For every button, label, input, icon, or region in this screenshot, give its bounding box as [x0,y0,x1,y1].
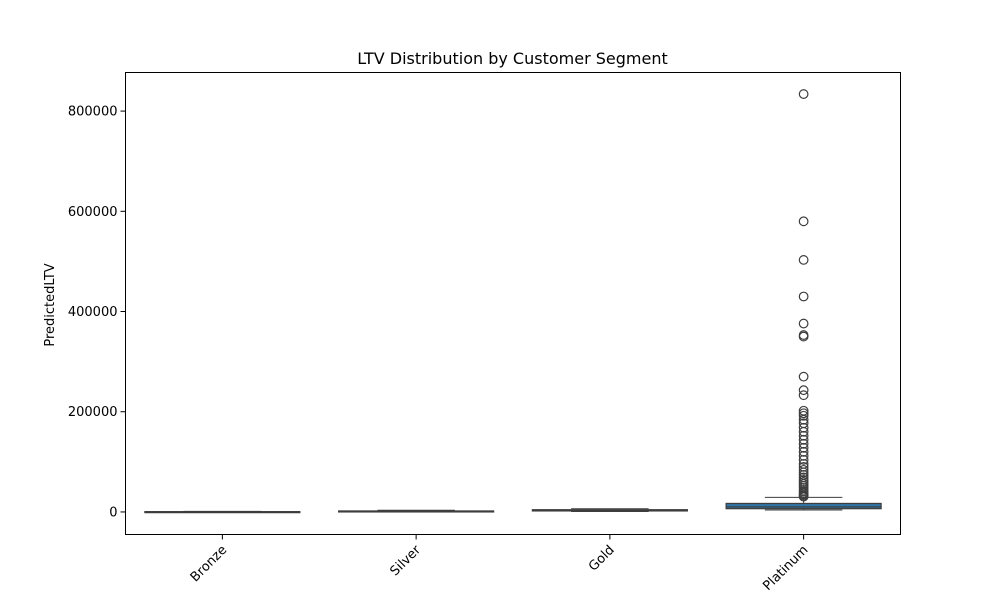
x-tick-label: Platinum [760,543,811,594]
y-tick-label: 600000 [68,205,118,220]
x-tick-label: Silver [388,542,425,579]
outlier-point [798,89,809,99]
chart-title: LTV Distribution by Customer Segment [357,49,667,68]
box-platinum [725,89,882,511]
iqr-box [725,502,882,510]
box-silver [338,509,495,513]
y-axis-label: PredictedLTV [43,263,58,346]
outlier-point [798,467,809,478]
outlier-point [798,390,809,401]
x-tick-label: Bronze [188,543,230,585]
outlier-point [798,318,809,329]
x-tick-label: Gold [586,543,618,575]
outlier-point [798,291,809,302]
outlier-point [798,410,809,421]
outlier-point [798,216,809,227]
outlier-point [798,331,809,342]
y-tick-label: 200000 [68,405,118,420]
outlier-point [798,385,809,396]
outlier-point [798,491,809,502]
outlier-point [798,454,809,465]
y-tick-label: 800000 [68,105,118,120]
outlier-point [798,408,809,419]
y-tick-label: 400000 [68,305,118,320]
box-gold [531,508,688,513]
y-tick-label: 0 [109,505,117,520]
outlier-point [798,464,809,475]
outlier-point [798,371,809,382]
box-bronze [144,510,301,514]
plot-frame [125,72,901,535]
outlier-point [798,255,809,265]
plot-area [144,89,882,514]
